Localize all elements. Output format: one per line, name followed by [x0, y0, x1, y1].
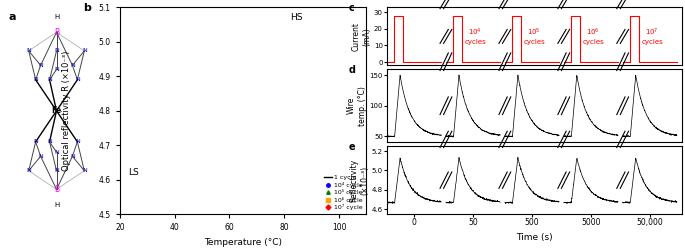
Text: N: N	[47, 139, 52, 144]
Y-axis label: Reflectivity
(×10⁻³): Reflectivity (×10⁻³)	[349, 159, 369, 202]
Text: d: d	[349, 65, 356, 75]
Text: B: B	[54, 28, 59, 37]
Text: N: N	[54, 48, 59, 53]
Y-axis label: Current
(mA): Current (mA)	[351, 22, 371, 51]
Text: N: N	[54, 67, 59, 72]
Text: N: N	[26, 48, 31, 53]
Text: c: c	[349, 3, 354, 13]
Text: N: N	[34, 139, 38, 144]
Text: N: N	[34, 77, 38, 82]
Text: N: N	[26, 168, 31, 173]
Text: N: N	[38, 63, 43, 68]
Text: b: b	[83, 3, 90, 13]
Text: N: N	[75, 77, 79, 82]
Text: HS: HS	[290, 12, 302, 21]
Y-axis label: Wire
temp. (°C): Wire temp. (°C)	[347, 86, 366, 126]
Text: N: N	[82, 48, 87, 53]
Text: N: N	[70, 63, 75, 68]
Text: $10^6$
cycles: $10^6$ cycles	[582, 26, 604, 45]
Text: N: N	[54, 150, 59, 155]
Text: Fe: Fe	[51, 106, 62, 115]
Y-axis label: Optical reflectivity R (×10⁻³): Optical reflectivity R (×10⁻³)	[62, 51, 71, 171]
Legend: 1 cycle, 10⁴ cycle, 10⁵ cycle, 10⁶ cycle, 10⁷ cycle: 1 cycle, 10⁴ cycle, 10⁵ cycle, 10⁶ cycle…	[323, 174, 363, 211]
Text: B: B	[54, 185, 59, 194]
Text: a: a	[9, 12, 16, 22]
Text: H: H	[54, 14, 59, 20]
Text: N: N	[82, 168, 87, 173]
Text: e: e	[349, 142, 356, 152]
Text: N: N	[47, 77, 52, 82]
Text: H: H	[54, 202, 59, 208]
Text: N: N	[75, 139, 79, 144]
X-axis label: Time (s): Time (s)	[516, 233, 553, 242]
Text: N: N	[38, 154, 43, 159]
Text: N: N	[54, 168, 59, 173]
X-axis label: Temperature (°C): Temperature (°C)	[204, 238, 282, 247]
Text: N: N	[70, 154, 75, 159]
Text: $10^5$
cycles: $10^5$ cycles	[523, 26, 545, 45]
Text: LS: LS	[128, 168, 139, 177]
Text: $10^7$
cycles: $10^7$ cycles	[641, 26, 663, 45]
Text: $10^4$
cycles: $10^4$ cycles	[464, 26, 486, 45]
